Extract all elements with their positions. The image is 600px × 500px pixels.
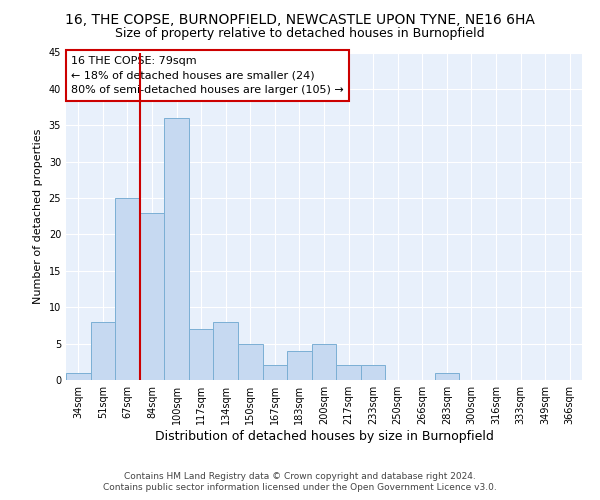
Text: 16, THE COPSE, BURNOPFIELD, NEWCASTLE UPON TYNE, NE16 6HA: 16, THE COPSE, BURNOPFIELD, NEWCASTLE UP… <box>65 12 535 26</box>
Bar <box>361 366 385 380</box>
Bar <box>91 322 115 380</box>
Bar <box>312 344 336 380</box>
Bar <box>164 118 189 380</box>
Bar <box>287 351 312 380</box>
Text: Contains HM Land Registry data © Crown copyright and database right 2024.
Contai: Contains HM Land Registry data © Crown c… <box>103 472 497 492</box>
Text: Size of property relative to detached houses in Burnopfield: Size of property relative to detached ho… <box>115 28 485 40</box>
Text: 16 THE COPSE: 79sqm
← 18% of detached houses are smaller (24)
80% of semi-detach: 16 THE COPSE: 79sqm ← 18% of detached ho… <box>71 56 344 96</box>
Bar <box>263 366 287 380</box>
Bar <box>434 372 459 380</box>
Bar <box>336 366 361 380</box>
Bar <box>115 198 140 380</box>
Bar <box>214 322 238 380</box>
Bar <box>189 329 214 380</box>
X-axis label: Distribution of detached houses by size in Burnopfield: Distribution of detached houses by size … <box>155 430 493 443</box>
Bar <box>140 212 164 380</box>
Bar <box>66 372 91 380</box>
Bar <box>238 344 263 380</box>
Y-axis label: Number of detached properties: Number of detached properties <box>33 128 43 304</box>
